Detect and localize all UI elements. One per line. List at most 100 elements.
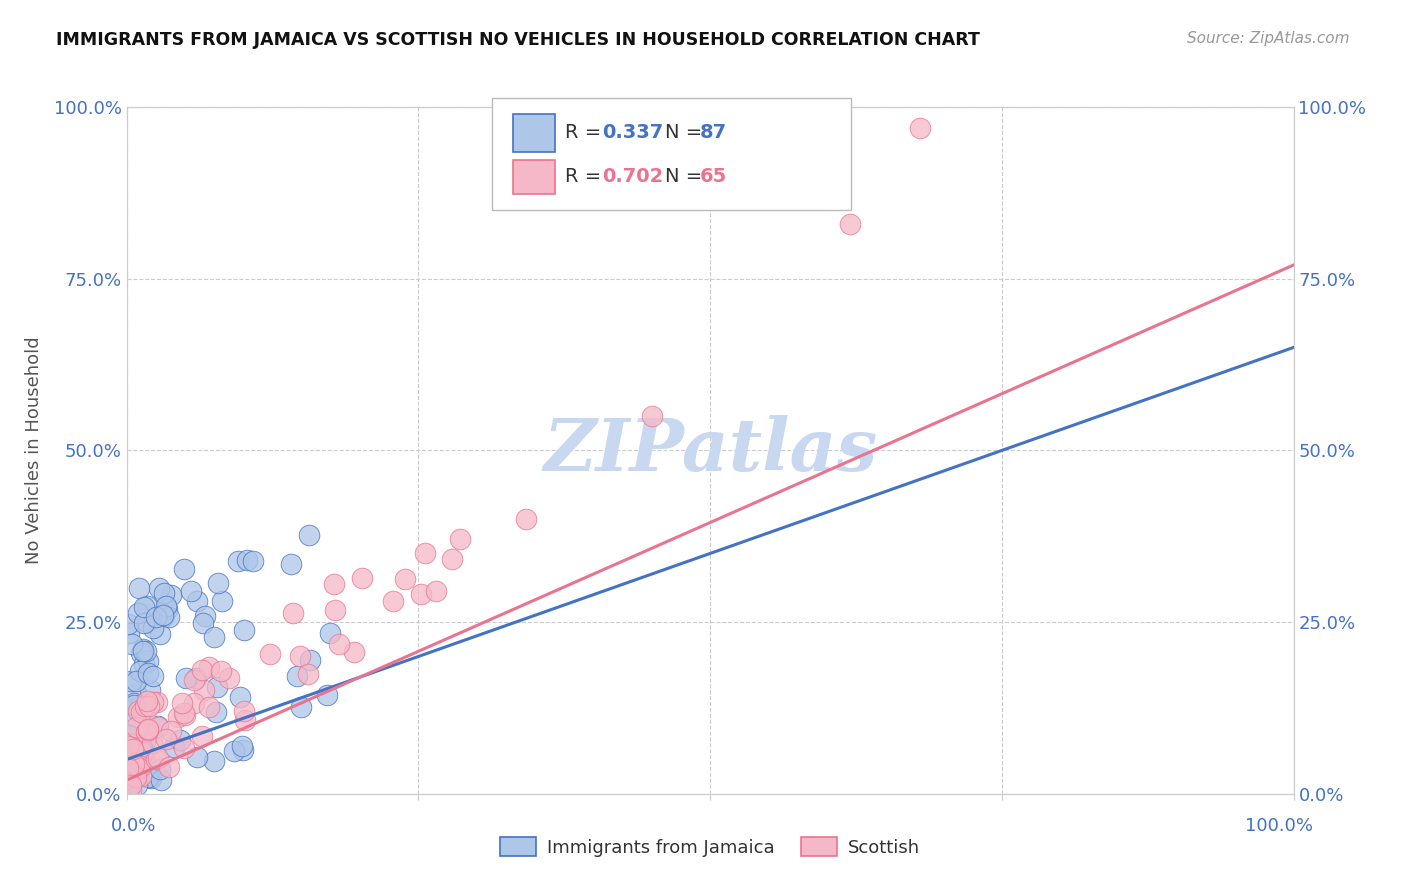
Point <box>204 706 226 720</box>
Point <box>155 732 177 747</box>
Point <box>229 690 252 705</box>
Point <box>134 698 156 713</box>
Point <box>118 729 141 743</box>
Text: 65: 65 <box>700 167 727 186</box>
Point <box>152 607 174 622</box>
Point <box>183 673 205 687</box>
Point <box>135 644 157 658</box>
Point <box>118 625 141 640</box>
Point <box>211 594 233 608</box>
Point <box>142 621 165 635</box>
Point <box>117 779 139 793</box>
Point <box>124 747 146 761</box>
Point <box>127 778 149 792</box>
Point <box>129 755 152 769</box>
Point <box>297 666 319 681</box>
Point <box>232 743 254 757</box>
Text: Source: ZipAtlas.com: Source: ZipAtlas.com <box>1187 31 1350 46</box>
Point <box>134 734 156 748</box>
Point <box>117 772 139 786</box>
Point <box>839 217 862 231</box>
Text: IMMIGRANTS FROM JAMAICA VS SCOTTISH NO VEHICLES IN HOUSEHOLD CORRELATION CHART: IMMIGRANTS FROM JAMAICA VS SCOTTISH NO V… <box>56 31 980 49</box>
Y-axis label: No Vehicles in Household: No Vehicles in Household <box>24 336 42 565</box>
Point <box>146 695 169 709</box>
Point <box>148 582 170 596</box>
Point <box>184 671 207 685</box>
Point <box>131 759 153 773</box>
Point <box>197 700 219 714</box>
Point <box>180 584 202 599</box>
Point <box>908 120 931 135</box>
Point <box>285 669 308 683</box>
Point <box>118 736 141 750</box>
Point <box>128 664 150 678</box>
Point <box>218 671 240 685</box>
Point <box>122 757 145 772</box>
Point <box>136 770 159 784</box>
Point <box>129 646 152 660</box>
Point <box>197 660 219 674</box>
Point <box>117 756 139 770</box>
Point <box>280 557 302 571</box>
Point <box>235 553 257 567</box>
Point <box>226 554 249 568</box>
Point <box>134 616 156 631</box>
Point <box>173 562 195 576</box>
Point <box>382 594 405 608</box>
Point <box>290 649 312 664</box>
Point <box>207 575 229 590</box>
Point <box>322 576 344 591</box>
Point <box>409 587 432 601</box>
Point <box>135 725 157 739</box>
Point <box>136 654 159 668</box>
Point <box>141 771 163 785</box>
Point <box>145 752 167 766</box>
Point <box>117 739 139 753</box>
Point <box>224 743 246 757</box>
Point <box>127 607 149 621</box>
Point <box>129 706 152 720</box>
Point <box>159 588 181 602</box>
Point <box>124 720 146 734</box>
Point <box>163 739 186 754</box>
Point <box>350 571 373 585</box>
Point <box>153 608 176 623</box>
Point <box>155 599 177 613</box>
Point <box>134 599 156 614</box>
Point <box>127 704 149 718</box>
Point <box>128 582 150 596</box>
Point <box>174 708 197 723</box>
Point <box>157 759 180 773</box>
Point <box>120 783 142 797</box>
Point <box>131 769 153 783</box>
Point <box>131 747 153 761</box>
Point <box>136 665 159 680</box>
Point <box>156 601 179 615</box>
Point <box>183 696 205 710</box>
Text: 87: 87 <box>700 123 727 143</box>
Point <box>319 626 342 640</box>
Point <box>117 617 139 632</box>
Point <box>117 761 139 775</box>
Point <box>146 720 169 734</box>
Point <box>290 699 312 714</box>
Point <box>173 706 195 721</box>
Point <box>316 688 339 702</box>
Point <box>131 740 153 755</box>
Point <box>132 644 155 658</box>
Point <box>157 610 180 624</box>
Point <box>124 685 146 699</box>
Point <box>135 599 157 614</box>
Point <box>146 719 169 733</box>
Text: N =: N = <box>665 167 709 186</box>
Point <box>141 736 163 750</box>
Point <box>343 645 366 659</box>
Point <box>231 739 253 754</box>
Point <box>122 737 145 751</box>
Point <box>173 741 195 756</box>
Point <box>135 694 157 708</box>
Point <box>134 754 156 768</box>
Text: 100.0%: 100.0% <box>1246 817 1313 835</box>
Point <box>132 641 155 656</box>
Point <box>233 624 256 638</box>
